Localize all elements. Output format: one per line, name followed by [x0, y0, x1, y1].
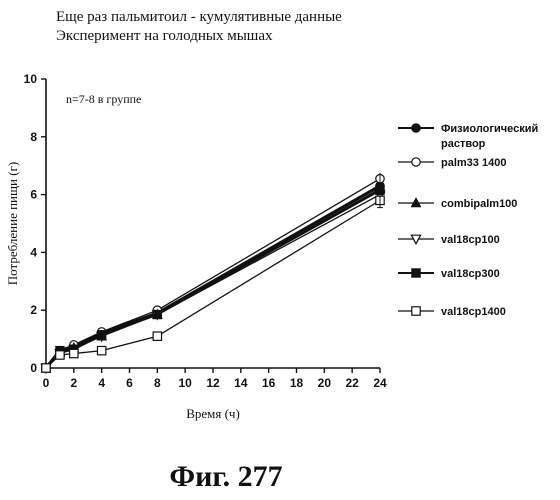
x-tick-label: 16 [262, 376, 276, 390]
y-tick-label: 8 [30, 130, 37, 144]
data-point [70, 349, 78, 357]
legend-label: val18cp100 [441, 234, 500, 246]
x-tick-label: 10 [178, 376, 192, 390]
data-point [97, 331, 105, 339]
y-tick-label: 10 [24, 72, 38, 86]
x-tick-label: 4 [98, 376, 105, 390]
chart-title-block: Еще раз пальмитоил - кумулятивные данные… [56, 9, 342, 44]
legend-label: val18cp1400 [441, 306, 506, 318]
legend: Физиологический раствор palm33 1400 combipa… [398, 123, 538, 318]
x-tick-label: 20 [318, 376, 332, 390]
legend-item: val18cp100 [398, 234, 500, 246]
y-tick-label: 2 [30, 303, 37, 317]
legend-marker [412, 124, 420, 132]
x-tick-label: 6 [126, 376, 133, 390]
x-tick-label: 8 [154, 376, 161, 390]
data-point [97, 346, 105, 354]
axes: 0246810024681012141618202224Время (ч)Пот… [5, 72, 387, 421]
x-axis-label: Время (ч) [186, 406, 240, 421]
data-point [153, 332, 161, 340]
legend-label: val18cp300 [441, 268, 500, 280]
y-tick-label: 0 [30, 361, 37, 375]
x-tick-label: 18 [290, 376, 304, 390]
data-point [42, 364, 50, 372]
series-layer [41, 173, 384, 373]
figure-caption: Фиг. 277 [169, 460, 282, 493]
legend-label: combipalm100 [441, 198, 517, 210]
legend-label: Физиологический [441, 123, 538, 135]
x-tick-label: 24 [373, 376, 387, 390]
legend-item: val18cp1400 [398, 306, 506, 318]
data-point [56, 351, 64, 359]
sample-size-note: n=7-8 в группе [66, 92, 141, 106]
x-tick-label: 12 [206, 376, 220, 390]
legend-marker [412, 269, 420, 277]
x-tick-label: 14 [234, 376, 248, 390]
legend-item: palm33 1400 [398, 157, 506, 169]
series-2-points [42, 175, 384, 373]
legend-item: Физиологический раствор [398, 123, 538, 150]
x-tick-label: 0 [43, 376, 50, 390]
legend-label: раствор [441, 138, 486, 150]
legend-label: palm33 1400 [441, 157, 506, 169]
x-tick-label: 2 [70, 376, 77, 390]
y-axis-label: Потребление пищи (г) [5, 162, 20, 285]
series-line [46, 179, 380, 368]
legend-marker [412, 158, 420, 166]
legend-marker [412, 307, 420, 315]
chart-title-line: Еще раз пальмитоил - кумулятивные данные [56, 9, 342, 25]
y-tick-label: 4 [30, 245, 37, 259]
x-tick-label: 22 [345, 376, 359, 390]
y-tick-label: 6 [30, 188, 37, 202]
series-2 [46, 179, 380, 368]
legend-item: val18cp300 [398, 268, 500, 280]
data-point [153, 310, 161, 318]
chart-title-line: Эксперимент на голодных мышах [56, 28, 273, 44]
legend-item: combipalm100 [398, 198, 517, 210]
